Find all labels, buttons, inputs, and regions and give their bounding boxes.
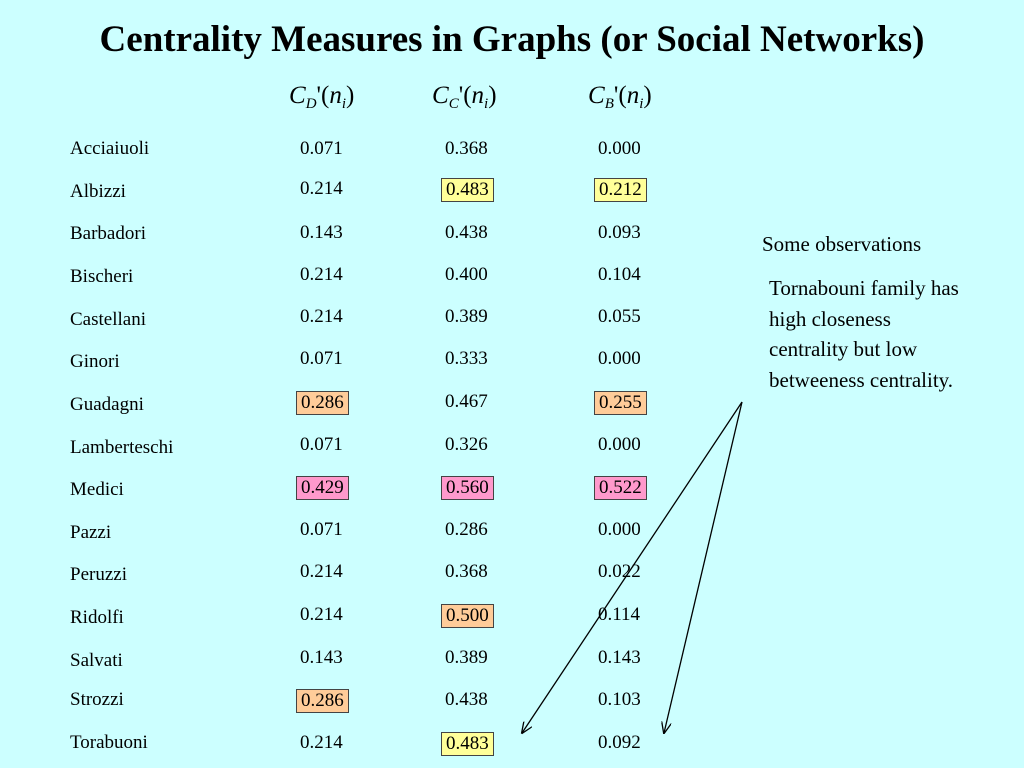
value-cd: 0.214 [300, 178, 343, 199]
value-cd: 0.143 [300, 647, 343, 668]
value-cd: 0.429 [296, 476, 349, 500]
value-cb: 0.114 [598, 604, 641, 625]
value-cc: 0.333 [445, 348, 488, 369]
family-name: Bischeri [70, 266, 134, 287]
value-cc: 0.560 [441, 476, 494, 500]
value-cc: 0.500 [441, 604, 494, 628]
value-cc: 0.368 [445, 561, 488, 582]
value-cb: 0.522 [594, 476, 647, 500]
value-cb: 0.103 [598, 689, 641, 710]
value-cb: 0.092 [598, 732, 641, 753]
value-cc: 0.483 [441, 732, 494, 756]
value-cc: 0.400 [445, 264, 488, 285]
family-name: Medici [70, 479, 124, 500]
slide-title: Centrality Measures in Graphs (or Social… [99, 19, 925, 60]
value-cb: 0.000 [598, 348, 641, 369]
value-cc: 0.483 [441, 178, 494, 202]
value-cb: 0.143 [598, 647, 641, 668]
family-name: Castellani [70, 309, 146, 330]
family-name: Ridolfi [70, 607, 124, 628]
column-header-c: CC'(ni) [432, 82, 497, 112]
value-cd: 0.214 [300, 306, 343, 327]
column-header-d: CD'(ni) [289, 82, 355, 112]
value-cd: 0.071 [300, 348, 343, 369]
family-name: Barbadori [70, 223, 146, 244]
observations-text: Tornabouni family has high closeness cen… [769, 276, 959, 392]
value-cc: 0.389 [445, 306, 488, 327]
family-name: Strozzi [70, 689, 124, 710]
value-cc: 0.286 [445, 519, 488, 540]
value-cd: 0.214 [300, 604, 343, 625]
value-cb: 0.104 [598, 264, 641, 285]
value-cc: 0.438 [445, 689, 488, 710]
value-cb: 0.255 [594, 391, 647, 415]
value-cb: 0.212 [594, 178, 647, 202]
family-name: Torabuoni [70, 732, 148, 753]
value-cd: 0.214 [300, 732, 343, 753]
value-cc: 0.389 [445, 647, 488, 668]
family-name: Lamberteschi [70, 437, 174, 458]
family-name: Acciaiuoli [70, 138, 150, 159]
value-cc: 0.438 [445, 222, 488, 243]
value-cd: 0.286 [296, 689, 349, 713]
family-name: Pazzi [70, 522, 112, 543]
value-cc: 0.467 [445, 391, 488, 412]
value-cb: 0.000 [598, 434, 641, 455]
value-cd: 0.071 [300, 138, 343, 159]
value-cb: 0.093 [598, 222, 641, 243]
family-name: Albizzi [70, 181, 126, 202]
value-cc: 0.326 [445, 434, 488, 455]
value-cd: 0.286 [296, 391, 349, 415]
value-cd: 0.071 [300, 519, 343, 540]
value-cc: 0.368 [445, 138, 488, 159]
family-name: Salvati [70, 650, 123, 671]
value-cb: 0.055 [598, 306, 641, 327]
arrow-to-betweenness [664, 401, 743, 733]
family-name: Ginori [70, 351, 120, 372]
value-cd: 0.214 [300, 561, 343, 582]
value-cb: 0.022 [598, 561, 641, 582]
observations-heading: Some observations [762, 232, 922, 256]
value-cd: 0.143 [300, 222, 343, 243]
value-cd: 0.071 [300, 434, 343, 455]
column-header-b: CB'(ni) [588, 82, 652, 112]
family-name: Guadagni [70, 394, 144, 415]
family-name: Peruzzi [70, 564, 127, 585]
arrow-to-closeness [522, 401, 743, 733]
value-cb: 0.000 [598, 519, 641, 540]
value-cb: 0.000 [598, 138, 641, 159]
value-cd: 0.214 [300, 264, 343, 285]
